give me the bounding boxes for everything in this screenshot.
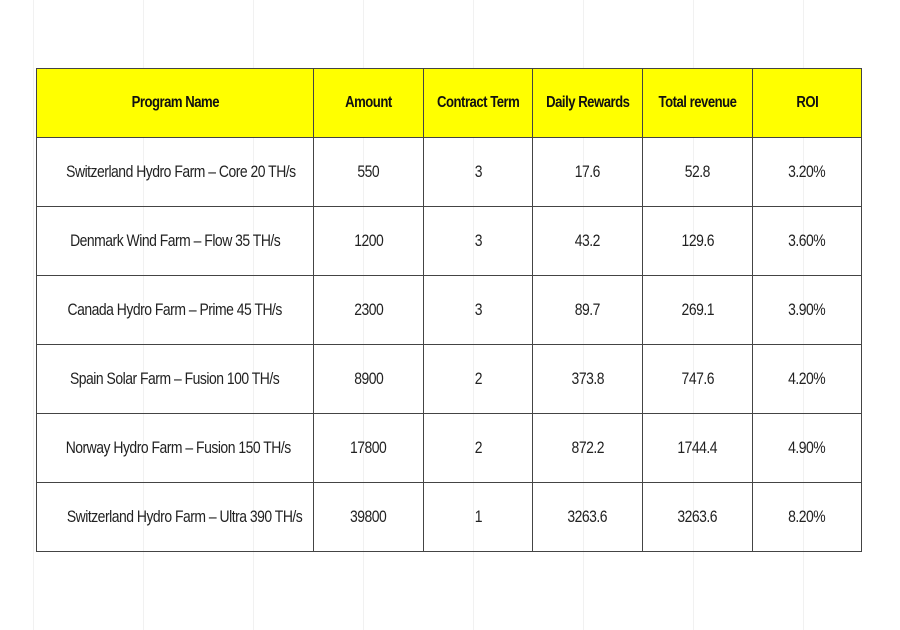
table-cell: 2 <box>423 344 533 414</box>
table-row: Norway Hydro Farm – Fusion 150 TH/s 17800… <box>36 413 862 483</box>
table-cell: 3 <box>423 275 533 345</box>
table-cell-text: 3.20% <box>788 162 826 181</box>
table-cell: 3.60% <box>752 206 862 276</box>
table-cell-text: 3.60% <box>788 231 826 250</box>
table-cell: Switzerland Hydro Farm – Core 20 TH/s <box>36 137 314 207</box>
table-row: Denmark Wind Farm – Flow 35 TH/s 1200 3 43.… <box>36 206 862 276</box>
header-cell-text: Total revenue <box>658 94 737 111</box>
table-cell: 89.7 <box>532 275 643 345</box>
table-cell: 3.90% <box>752 275 862 345</box>
table-cell-text: 1200 <box>353 231 384 250</box>
header-cell: Total revenue <box>642 68 753 138</box>
table-cell-text: 269.1 <box>681 300 714 319</box>
table-cell: 1200 <box>313 206 424 276</box>
table-cell-text: 8.20% <box>788 507 826 526</box>
table-cell: 872.2 <box>532 413 643 483</box>
table-row: Switzerland Hydro Farm – Ultra 390 TH/s 3… <box>36 482 862 552</box>
header-cell-text: Program Name <box>131 94 219 111</box>
table-cell: 4.20% <box>752 344 862 414</box>
table-cell-text: 3 <box>474 231 482 250</box>
table-cell-text: 52.8 <box>684 162 711 181</box>
header-row: Program Name Amount Contract Term Daily Rew… <box>36 68 862 138</box>
header-cell: Daily Rewards <box>532 68 643 138</box>
table-cell-text: 550 <box>357 162 380 181</box>
header-cell-text: Daily Rewards <box>546 94 630 111</box>
table-cell-text: 373.8 <box>571 369 604 388</box>
table-cell-text: 8900 <box>353 369 384 388</box>
table-cell-text: Denmark Wind Farm – Flow 35 TH/s <box>69 231 281 250</box>
header-cell-text: Contract Term <box>437 94 520 111</box>
table-cell: 2 <box>423 413 533 483</box>
table-body: Switzerland Hydro Farm – Core 20 TH/s 550… <box>36 137 862 552</box>
table-cell-text: 17800 <box>350 438 387 457</box>
header-cell: Contract Term <box>423 68 533 138</box>
table-row: Switzerland Hydro Farm – Core 20 TH/s 550… <box>36 137 862 207</box>
table-cell-text: 3.90% <box>788 300 826 319</box>
table-cell: 3 <box>423 137 533 207</box>
table-cell-text: 2 <box>474 438 482 457</box>
table-cell-text: Norway Hydro Farm – Fusion 150 TH/s <box>65 438 292 457</box>
header-cell: Program Name <box>36 68 314 138</box>
table-cell: 550 <box>313 137 424 207</box>
table-cell-text: 39800 <box>350 507 387 526</box>
table-cell-text: 872.2 <box>571 438 604 457</box>
table-cell-text: Canada Hydro Farm – Prime 45 TH/s <box>67 300 283 319</box>
table-cell: 39800 <box>313 482 424 552</box>
table-cell-text: 129.6 <box>681 231 714 250</box>
table-cell: 43.2 <box>532 206 643 276</box>
table-cell: 373.8 <box>532 344 643 414</box>
header-cell: Amount <box>313 68 424 138</box>
table-cell-text: 1 <box>474 507 482 526</box>
table-cell-text: 3263.6 <box>567 507 608 526</box>
table-cell: 3.20% <box>752 137 862 207</box>
table-cell: Switzerland Hydro Farm – Ultra 390 TH/s <box>36 482 314 552</box>
table-cell: 3 <box>423 206 533 276</box>
table-cell: 269.1 <box>642 275 753 345</box>
table-row: Spain Solar Farm – Fusion 100 TH/s 8900 2 3… <box>36 344 862 414</box>
table-cell-text: Switzerland Hydro Farm – Ultra 390 TH/s <box>66 507 303 526</box>
table-cell: 2300 <box>313 275 424 345</box>
table-cell-text: 2300 <box>353 300 384 319</box>
table-cell-text: Spain Solar Farm – Fusion 100 TH/s <box>70 369 280 388</box>
table-cell: Canada Hydro Farm – Prime 45 TH/s <box>36 275 314 345</box>
table-cell-text: 89.7 <box>574 300 601 319</box>
table-cell: Denmark Wind Farm – Flow 35 TH/s <box>36 206 314 276</box>
table-cell: 1744.4 <box>642 413 753 483</box>
header-cell-text: Amount <box>345 94 392 111</box>
table-cell: 1 <box>423 482 533 552</box>
table-row: Canada Hydro Farm – Prime 45 TH/s 2300 3 89… <box>36 275 862 345</box>
table-cell: 129.6 <box>642 206 753 276</box>
table-cell-text: 1744.4 <box>677 438 718 457</box>
table-cell-text: 3263.6 <box>677 507 718 526</box>
table-cell-text: 2 <box>474 369 482 388</box>
table-cell: Norway Hydro Farm – Fusion 150 TH/s <box>36 413 314 483</box>
table-cell: 747.6 <box>642 344 753 414</box>
table-cell-text: 747.6 <box>681 369 714 388</box>
table-cell-text: 4.90% <box>788 438 826 457</box>
table-cell: 8900 <box>313 344 424 414</box>
header-cell: ROI <box>752 68 862 138</box>
table-cell-text: Switzerland Hydro Farm – Core 20 TH/s <box>66 162 296 181</box>
table-cell: 8.20% <box>752 482 862 552</box>
table-cell: 3263.6 <box>642 482 753 552</box>
table-cell: 17800 <box>313 413 424 483</box>
header-cell-text: ROI <box>796 94 818 111</box>
table-cell-text: 4.20% <box>788 369 826 388</box>
table-cell: Spain Solar Farm – Fusion 100 TH/s <box>36 344 314 414</box>
table-cell: 3263.6 <box>532 482 643 552</box>
table-cell-text: 3 <box>474 300 482 319</box>
table-cell-text: 3 <box>474 162 482 181</box>
table-cell: 52.8 <box>642 137 753 207</box>
table-cell-text: 43.2 <box>574 231 601 250</box>
table-cell: 17.6 <box>532 137 643 207</box>
rewards-table: Program Name Amount Contract Term Daily Rew… <box>36 68 862 552</box>
table-cell: 4.90% <box>752 413 862 483</box>
table-cell-text: 17.6 <box>574 162 601 181</box>
